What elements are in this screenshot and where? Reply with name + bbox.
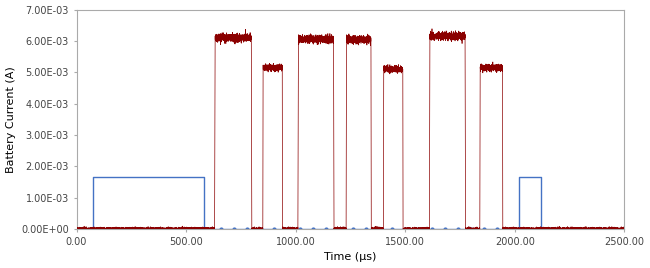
Y-axis label: Battery Current (A): Battery Current (A) <box>6 66 16 173</box>
X-axis label: Time (μs): Time (μs) <box>324 252 376 262</box>
